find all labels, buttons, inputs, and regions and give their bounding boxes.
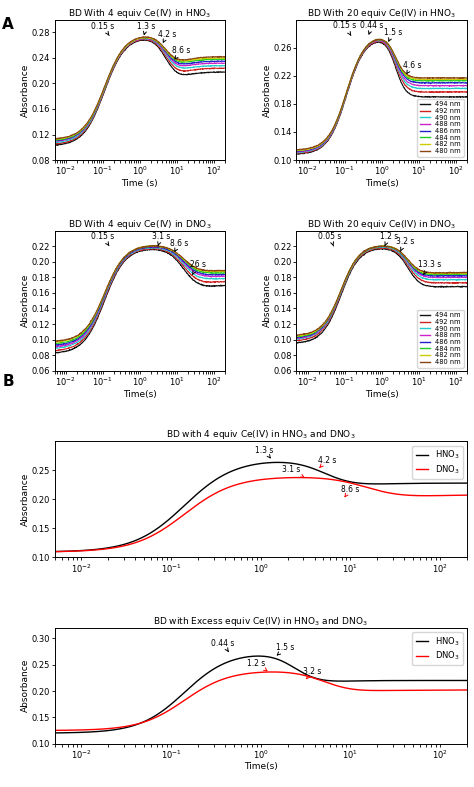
Text: 1.5 s: 1.5 s	[276, 643, 295, 655]
Line: HNO$_3$: HNO$_3$	[36, 463, 467, 552]
DNO$_3$	[295, 473, 301, 482]
Title: BD with Excess equiv Ce(IV) in HNO$_3$ and DNO$_3$: BD with Excess equiv Ce(IV) in HNO$_3$ a…	[153, 615, 368, 628]
HNO$_3$	[288, 458, 294, 467]
DNO$_3$	[34, 726, 39, 735]
DNO$_3$	[269, 667, 275, 677]
Text: 0.44 s: 0.44 s	[360, 21, 384, 34]
DNO$_3$	[322, 474, 328, 483]
Text: 26 s: 26 s	[190, 260, 206, 275]
Text: 0.15 s: 0.15 s	[91, 231, 114, 246]
DNO$_3$	[322, 677, 328, 686]
Text: 4.2 s: 4.2 s	[158, 30, 176, 42]
Text: 0.15 s: 0.15 s	[91, 21, 114, 35]
Y-axis label: Absorbance: Absorbance	[21, 659, 30, 712]
Title: BD With 4 equiv Ce(IV) in HNO$_3$: BD With 4 equiv Ce(IV) in HNO$_3$	[68, 6, 211, 20]
HNO$_3$	[110, 726, 116, 735]
Y-axis label: Absorbance: Absorbance	[21, 473, 30, 526]
DNO$_3$	[110, 543, 116, 552]
Text: 4.6 s: 4.6 s	[402, 61, 421, 73]
DNO$_3$	[358, 481, 364, 490]
HNO$_3$	[228, 467, 234, 476]
DNO$_3$	[110, 723, 116, 733]
Legend: HNO$_3$, DNO$_3$: HNO$_3$, DNO$_3$	[412, 445, 463, 478]
Text: 1.5 s: 1.5 s	[383, 28, 402, 41]
HNO$_3$	[288, 661, 294, 671]
Text: 0.44 s: 0.44 s	[211, 639, 235, 652]
HNO$_3$	[464, 478, 470, 488]
Y-axis label: Absorbance: Absorbance	[21, 63, 30, 116]
DNO$_3$	[34, 547, 39, 556]
HNO$_3$	[145, 715, 150, 725]
Legend: 494 nm, 492 nm, 490 nm, 488 nm, 486 nm, 484 nm, 482 nm, 480 nm: 494 nm, 492 nm, 490 nm, 488 nm, 486 nm, …	[417, 309, 464, 368]
X-axis label: Time(s): Time(s)	[365, 390, 399, 398]
Legend: HNO$_3$, DNO$_3$: HNO$_3$, DNO$_3$	[412, 632, 463, 665]
DNO$_3$	[287, 473, 293, 482]
Text: 1.2 s: 1.2 s	[380, 231, 398, 246]
DNO$_3$	[288, 668, 294, 678]
HNO$_3$	[145, 530, 150, 540]
HNO$_3$	[358, 676, 364, 685]
Y-axis label: Absorbance: Absorbance	[263, 274, 272, 327]
DNO$_3$	[145, 534, 150, 543]
Text: 8.6 s: 8.6 s	[170, 238, 188, 251]
HNO$_3$	[34, 547, 39, 556]
Text: 1.3 s: 1.3 s	[137, 21, 155, 35]
Text: 13.3 s: 13.3 s	[418, 260, 441, 275]
Legend: 494 nm, 492 nm, 490 nm, 488 nm, 486 nm, 484 nm, 482 nm, 480 nm: 494 nm, 492 nm, 490 nm, 488 nm, 486 nm, …	[417, 98, 464, 157]
Line: DNO$_3$: DNO$_3$	[36, 672, 467, 730]
HNO$_3$	[228, 656, 234, 666]
X-axis label: Time (s): Time (s)	[121, 179, 158, 187]
Line: DNO$_3$: DNO$_3$	[36, 478, 467, 552]
X-axis label: Time(s): Time(s)	[365, 179, 399, 187]
Text: 1.3 s: 1.3 s	[255, 445, 273, 458]
X-axis label: Time(s): Time(s)	[244, 763, 278, 771]
Line: HNO$_3$: HNO$_3$	[36, 656, 467, 733]
Title: BD with 4 equiv Ce(IV) in HNO$_3$ and DNO$_3$: BD with 4 equiv Ce(IV) in HNO$_3$ and DN…	[166, 428, 356, 442]
HNO$_3$	[275, 458, 281, 467]
X-axis label: Time(s): Time(s)	[123, 390, 156, 398]
Y-axis label: Absorbance: Absorbance	[263, 63, 272, 116]
Text: 3.2 s: 3.2 s	[303, 667, 322, 678]
Text: 4.2 s: 4.2 s	[318, 456, 336, 467]
Text: 3.1 s: 3.1 s	[152, 231, 170, 246]
Title: BD With 4 equiv Ce(IV) in DNO$_3$: BD With 4 equiv Ce(IV) in DNO$_3$	[68, 217, 211, 231]
Text: 0.05 s: 0.05 s	[318, 231, 342, 246]
HNO$_3$	[464, 676, 470, 685]
DNO$_3$	[464, 685, 470, 695]
HNO$_3$	[322, 675, 328, 685]
Text: 0.15 s: 0.15 s	[333, 21, 356, 35]
Y-axis label: Absorbance: Absorbance	[21, 274, 30, 327]
Title: BD With 20 equiv Ce(IV) in DNO$_3$: BD With 20 equiv Ce(IV) in DNO$_3$	[307, 217, 456, 231]
DNO$_3$	[228, 482, 234, 491]
DNO$_3$	[464, 490, 470, 500]
Text: A: A	[2, 17, 14, 32]
Text: 8.6 s: 8.6 s	[341, 485, 359, 497]
Text: 1.2 s: 1.2 s	[247, 659, 267, 671]
Text: 3.2 s: 3.2 s	[396, 237, 414, 251]
Text: 8.6 s: 8.6 s	[172, 46, 190, 59]
HNO$_3$	[110, 542, 116, 552]
HNO$_3$	[358, 478, 364, 488]
DNO$_3$	[145, 716, 150, 726]
Title: BD With 20 equiv Ce(IV) in HNO$_3$: BD With 20 equiv Ce(IV) in HNO$_3$	[307, 6, 456, 20]
HNO$_3$	[255, 652, 261, 661]
HNO$_3$	[34, 728, 39, 737]
HNO$_3$	[322, 468, 328, 478]
Text: B: B	[2, 374, 14, 389]
DNO$_3$	[358, 685, 364, 695]
Text: 3.1 s: 3.1 s	[282, 465, 304, 478]
DNO$_3$	[228, 672, 234, 682]
